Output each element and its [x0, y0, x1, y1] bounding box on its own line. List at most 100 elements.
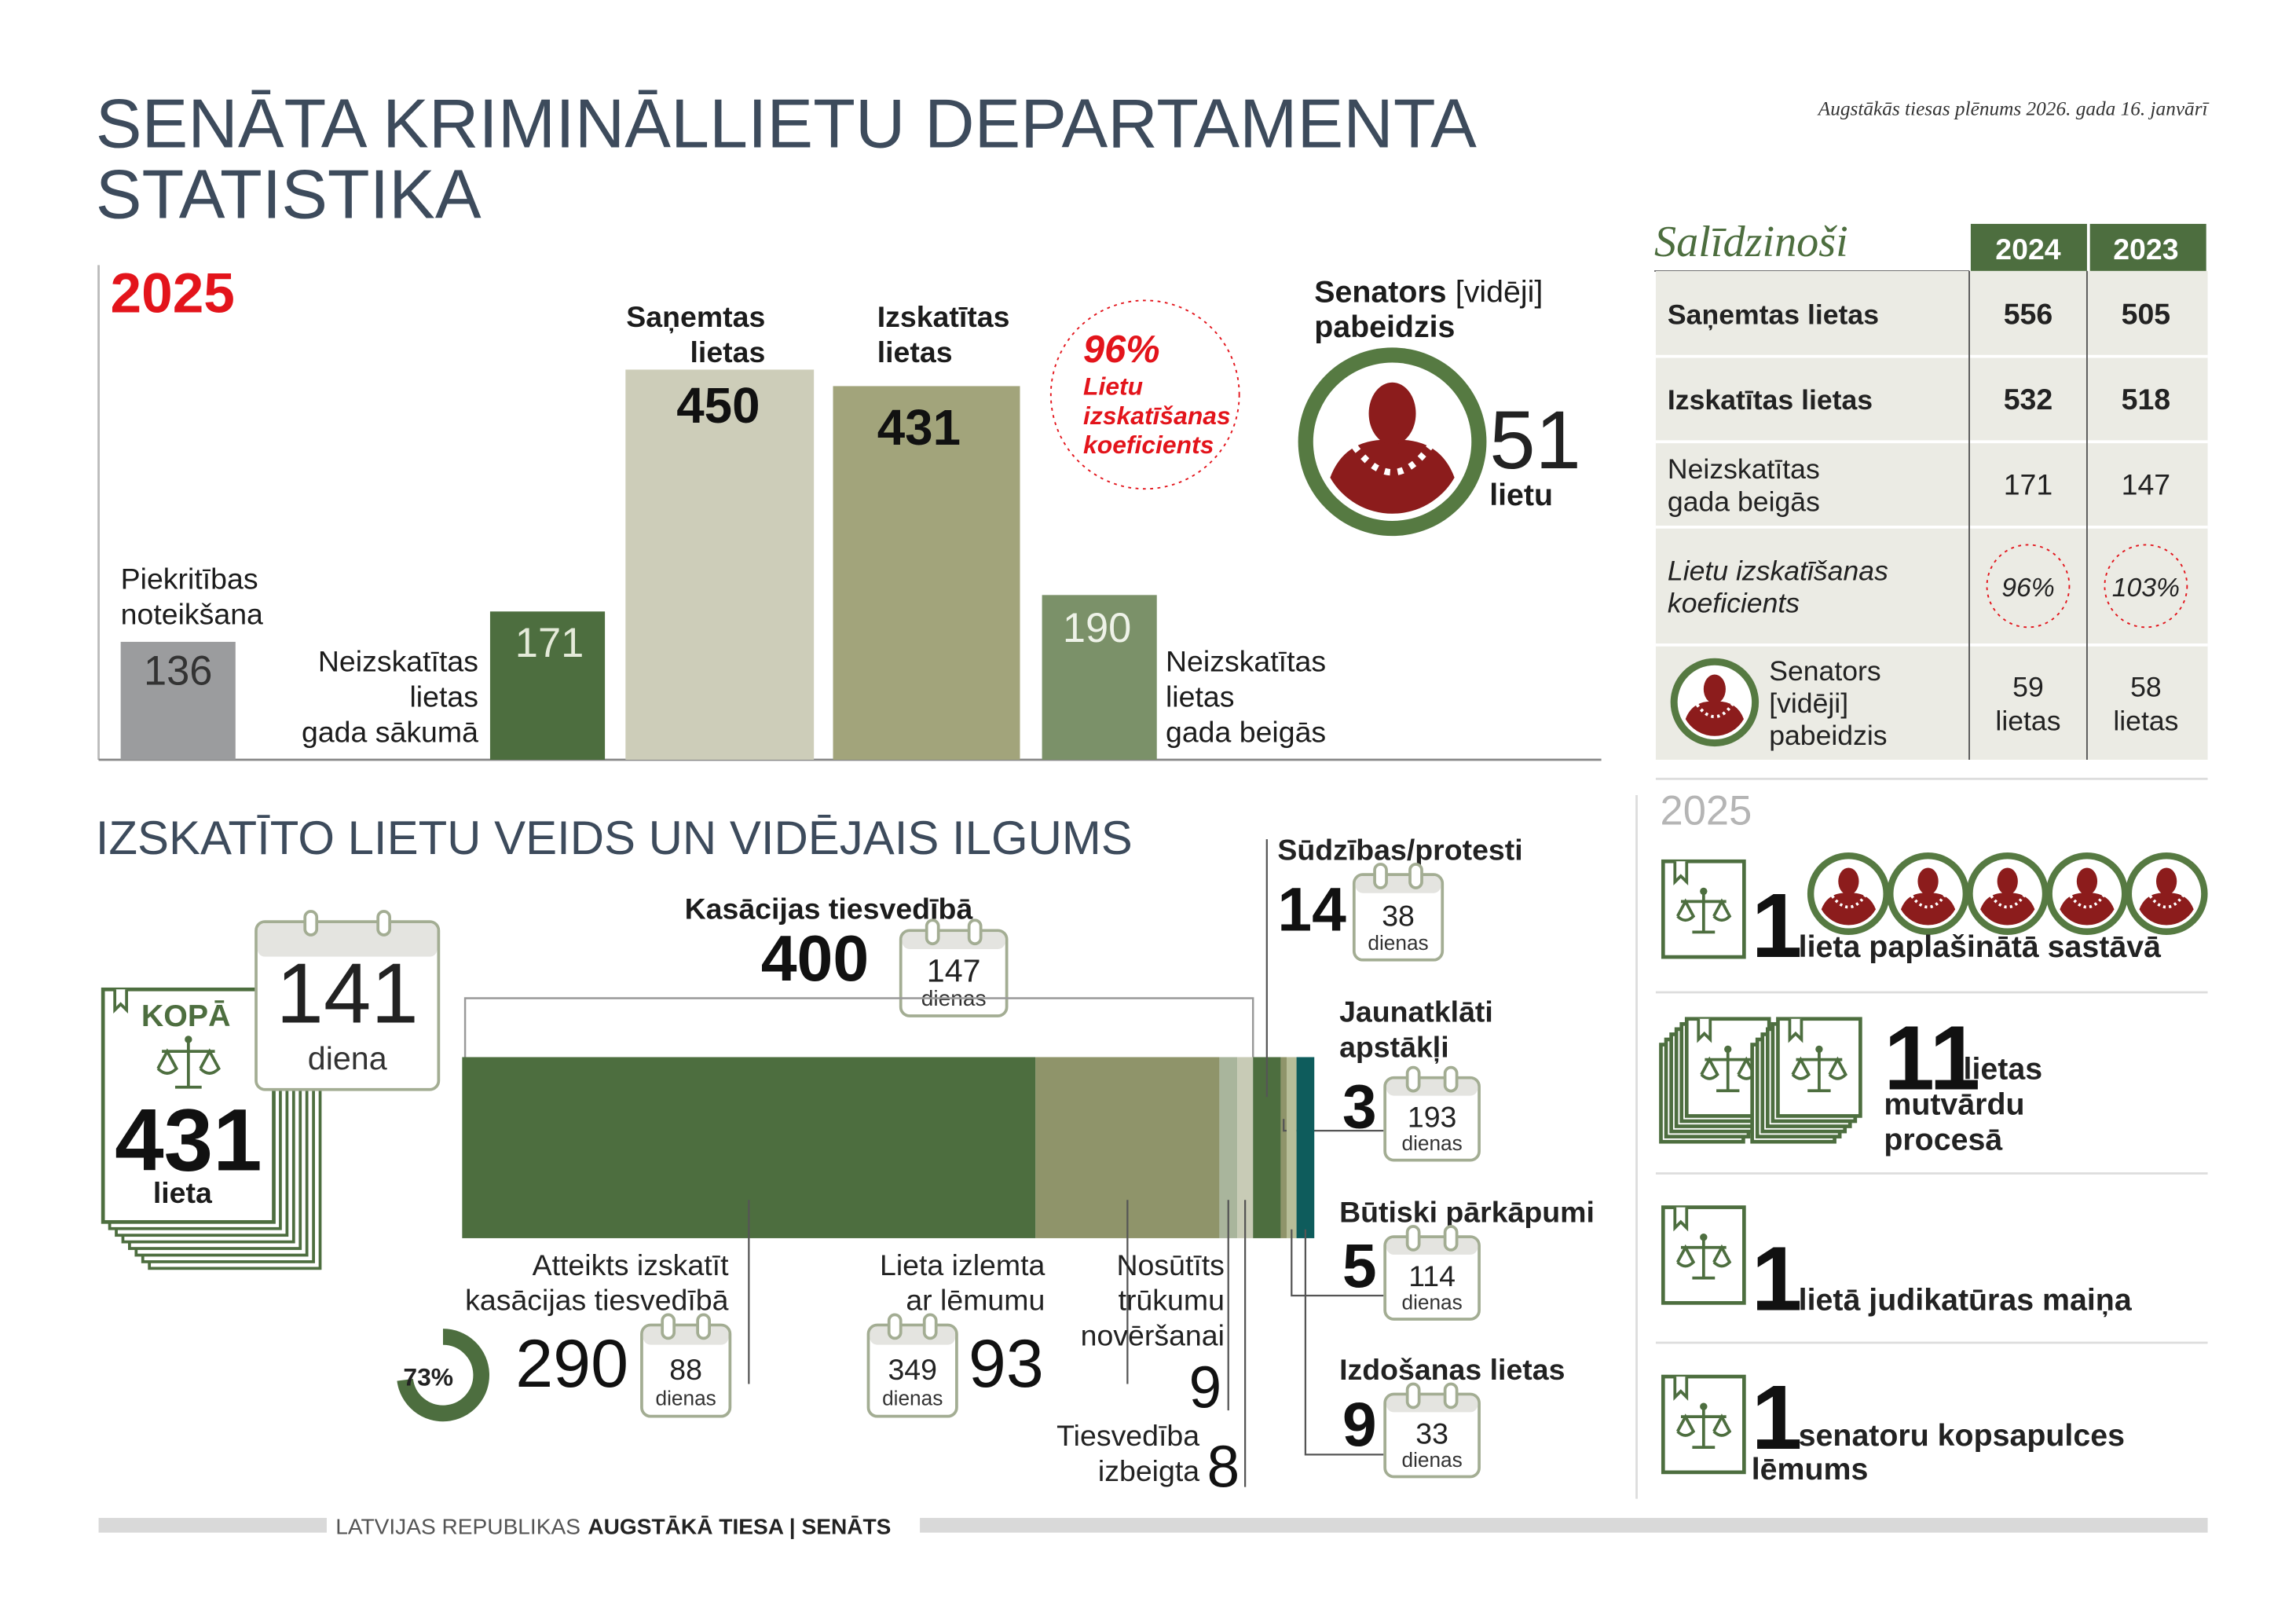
- row-label: Senators [vidēji] pabeidzis: [1769, 655, 1887, 751]
- bar-segment: [1296, 1057, 1315, 1238]
- table-header-cell: [2089, 223, 2206, 271]
- bar-segment: [1237, 1057, 1254, 1238]
- calendar-number: 349: [888, 1353, 937, 1386]
- text-line: lietas: [877, 335, 953, 368]
- calendar-icon: [1408, 863, 1423, 889]
- scales-icon: [1700, 1234, 1708, 1241]
- calendar-number: 88: [669, 1353, 702, 1386]
- leader-line: [1283, 1119, 1384, 1132]
- coefficient-text: Lietu izskatīšanas koeficients: [1083, 372, 1231, 459]
- segment-value: 8: [1207, 1434, 1240, 1500]
- text-line: SENĀTA KRIMINĀLLIETU DEPARTAMENTA: [96, 85, 1477, 163]
- table-header: 2024: [1995, 233, 2061, 266]
- category-label: Piekritības noteikšana: [121, 563, 263, 631]
- calendar-icon: [1443, 1065, 1459, 1093]
- table-value: 556: [2004, 297, 2053, 330]
- senator-icon: [1695, 703, 1734, 718]
- text-line: novēršanai: [1081, 1319, 1225, 1352]
- scales-icon: [1724, 1045, 1732, 1054]
- segment-value: 290: [515, 1326, 628, 1402]
- calendar-icon: [1355, 876, 1441, 893]
- table-value: 58: [2130, 671, 2162, 702]
- value-label: 171: [515, 621, 584, 666]
- text-line: lietas: [1166, 680, 1234, 713]
- text-line: STATISTIKA: [96, 155, 482, 233]
- segment-value: 9: [1342, 1390, 1377, 1459]
- text-line: Atteikts izskatīt: [533, 1248, 729, 1281]
- calendar-icon: [257, 922, 438, 957]
- highlight-value: 1: [1752, 1366, 1803, 1468]
- calendar-icon: [866, 1323, 958, 1418]
- calendar-icon: [696, 1313, 712, 1340]
- value-label: 190: [1063, 606, 1132, 651]
- text-line: pabeidzis: [1769, 720, 1887, 751]
- category-label: Izskatītas lietas: [877, 300, 1010, 368]
- segment-name: Sūdzības/protesti: [1277, 833, 1522, 866]
- table-value: 96%: [2001, 573, 2055, 603]
- document-icon: [1673, 861, 1689, 886]
- senator-title: Senators [vidēji]: [1314, 274, 1543, 309]
- value-label: 450: [676, 378, 760, 434]
- table-value: 505: [2122, 297, 2171, 330]
- calendar-unit: dienas: [1401, 1290, 1462, 1314]
- category-label: Neizskatītas lietas gada beigās: [1166, 645, 1326, 749]
- text-line: Piekritības: [121, 563, 258, 596]
- highlight-text: senatoru kopsapulces: [1799, 1418, 2125, 1453]
- calendar-icon: [640, 1323, 732, 1418]
- text-line: Lieta izlemta: [880, 1248, 1045, 1281]
- segment-name: Tiesvedība izbeigta: [1056, 1419, 1199, 1487]
- segment-value: 5: [1342, 1231, 1377, 1300]
- bar-segment: [1219, 1057, 1238, 1238]
- segment-value: 14: [1277, 874, 1346, 944]
- calendar-icon: [1386, 1395, 1478, 1413]
- calendar-icon: [899, 929, 1009, 1017]
- page-title: SENĀTA KRIMINĀLLIETU DEPARTAMENTA STATIST…: [96, 85, 1477, 233]
- calendar-icon: [870, 1326, 956, 1345]
- calendar-number: 141: [276, 946, 419, 1041]
- senator-icon: [1917, 867, 1939, 896]
- text-line: Lietu: [1083, 372, 1143, 400]
- calendar-icon: [1386, 1079, 1478, 1096]
- category-label: Saņemtas lietas: [626, 300, 765, 368]
- value-label: 136: [144, 648, 213, 694]
- calendar-icon: [1352, 873, 1445, 962]
- footer-text: LATVIJAS REPUBLIKAS AUGSTĀKĀ TIESA | SENĀ…: [335, 1515, 891, 1539]
- calendar-icon: [1373, 863, 1388, 889]
- calendar-unit: dienas: [1401, 1131, 1462, 1155]
- total-value: 431: [115, 1091, 262, 1190]
- calendar-icon: [255, 920, 441, 1091]
- table-value: 59: [2012, 671, 2044, 702]
- footer-text: LATVIJAS REPUBLIKAS: [335, 1515, 580, 1539]
- calendar-icon: [922, 1313, 938, 1340]
- text-line: [vidēji]: [1769, 687, 1848, 719]
- scales-icon: [1815, 1045, 1823, 1054]
- segment-name: Būtiski pārkāpumi: [1339, 1195, 1595, 1228]
- senator-icon: [1368, 382, 1416, 445]
- segment-value: 9: [1188, 1354, 1221, 1420]
- senator-icon: [1352, 444, 1433, 476]
- segment-name: Jaunatklāti apstākļi: [1339, 995, 1493, 1065]
- group-bracket: [463, 997, 1254, 1058]
- row-label: Neizskatītas gada beigās: [1668, 453, 1820, 517]
- calendar-icon: [902, 932, 1005, 949]
- bar: [120, 641, 236, 760]
- bar: [1042, 595, 1157, 760]
- group-value: 400: [761, 922, 870, 995]
- coefficient-ring: [1049, 299, 1240, 490]
- calendar-icon: [887, 1313, 903, 1340]
- section-title: IZSKATĪTO LIETU VEIDS UN VIDĒJAIS ILGUMS: [96, 812, 1133, 864]
- highlight-text: lieta paplašinātā sastāvā: [1799, 929, 2162, 964]
- scales-icon: [1712, 1413, 1732, 1437]
- calendar-unit: dienas: [1368, 931, 1428, 955]
- highlight-value: 11: [1884, 1007, 1980, 1109]
- bar: [489, 611, 606, 760]
- calendar-icon: [1443, 1382, 1459, 1410]
- table-unit: lietas: [1995, 706, 2060, 737]
- calendar-icon: [967, 918, 983, 946]
- highlight-value: 1: [1752, 1228, 1803, 1330]
- scales-icon: [1712, 1244, 1732, 1268]
- calendar-unit: dienas: [1401, 1448, 1462, 1472]
- year-label: 2025: [111, 262, 235, 324]
- page-subtitle: Augstākās tiesas plēnums 2026. gada 16. …: [1817, 97, 2210, 119]
